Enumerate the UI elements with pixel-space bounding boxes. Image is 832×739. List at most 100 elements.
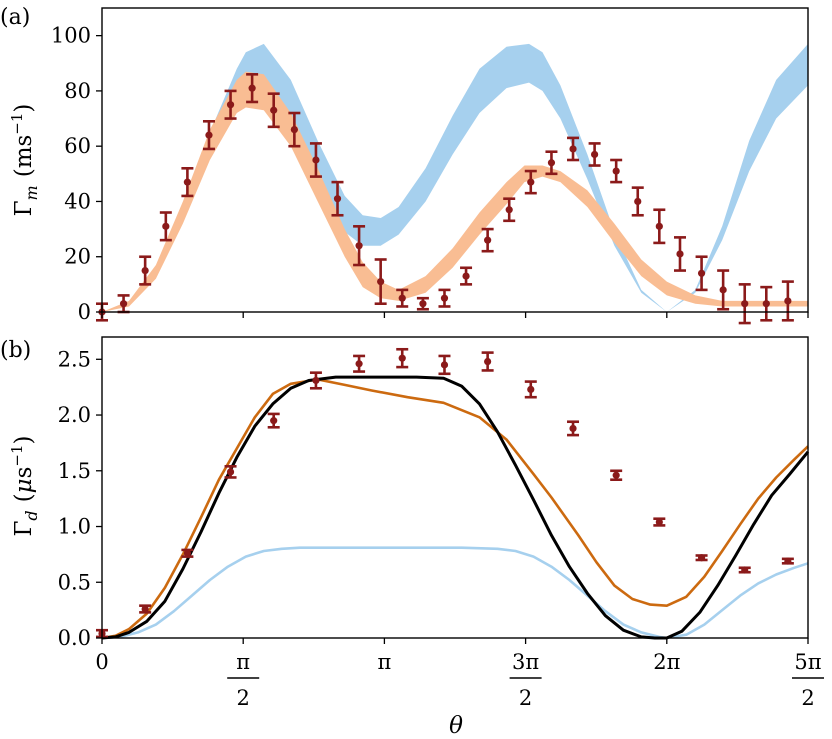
x-tick-fraction: 3π 2 bbox=[509, 650, 542, 710]
point-marker bbox=[419, 300, 427, 308]
x-tick-fraction: 5π 2 bbox=[792, 650, 824, 710]
point-marker bbox=[741, 566, 749, 574]
x-tick-numerator: π bbox=[236, 650, 250, 674]
data-point bbox=[695, 255, 708, 292]
panel-b-marks bbox=[96, 347, 810, 640]
data-point bbox=[416, 296, 429, 311]
x-tick-label: 2π bbox=[653, 650, 680, 674]
y-tick-label: 80 bbox=[64, 79, 91, 103]
data-point bbox=[545, 150, 558, 176]
point-marker bbox=[741, 300, 749, 308]
data-point bbox=[460, 266, 473, 286]
series-line-1 bbox=[101, 378, 809, 640]
point-marker bbox=[697, 269, 706, 277]
data-point bbox=[588, 142, 601, 167]
point-marker bbox=[312, 156, 320, 164]
data-point bbox=[438, 288, 451, 308]
data-point bbox=[224, 465, 237, 479]
point-marker bbox=[183, 178, 191, 186]
data-point bbox=[760, 285, 773, 322]
point-marker bbox=[248, 84, 256, 92]
panel-a-ticks: 0 20 40 60 80 100 bbox=[51, 24, 809, 324]
data-point bbox=[267, 92, 280, 129]
data-point bbox=[438, 354, 451, 376]
data-point bbox=[524, 169, 537, 195]
data-point bbox=[653, 517, 666, 527]
x-tick-fraction: π2 bbox=[227, 650, 260, 710]
point-marker bbox=[333, 195, 342, 203]
data-point bbox=[631, 186, 644, 217]
point-marker bbox=[398, 294, 406, 302]
point-marker bbox=[440, 294, 449, 302]
point-marker bbox=[377, 278, 385, 286]
data-point bbox=[524, 380, 537, 399]
data-point bbox=[738, 566, 751, 574]
x-tick-label: 0 bbox=[95, 650, 108, 674]
y-tick-label: 0.5 bbox=[58, 570, 91, 594]
data-point bbox=[331, 180, 344, 217]
point-marker bbox=[784, 557, 792, 565]
y-tick-label: 1.5 bbox=[58, 459, 91, 483]
point-marker bbox=[527, 178, 535, 186]
point-marker bbox=[634, 197, 642, 206]
panel-a: 0 20 40 60 80 100 (a) Γm(ms−1) bbox=[0, 5, 809, 325]
data-point bbox=[139, 255, 152, 286]
point-marker bbox=[655, 518, 663, 526]
data-point bbox=[267, 412, 280, 429]
series-line-0 bbox=[101, 546, 809, 640]
y-tick-label: 60 bbox=[64, 134, 91, 158]
y-tick-label: 100 bbox=[51, 24, 91, 48]
data-point bbox=[695, 554, 708, 562]
y-tick-label: 2.0 bbox=[58, 403, 91, 427]
point-marker bbox=[205, 131, 213, 139]
point-marker bbox=[655, 222, 663, 230]
point-marker bbox=[312, 376, 320, 385]
data-point bbox=[396, 347, 409, 369]
x-tick-label: π bbox=[377, 650, 391, 674]
panel-b-ylabel: Γd(μs−1) bbox=[8, 435, 41, 536]
point-marker bbox=[784, 297, 792, 305]
data-point bbox=[610, 158, 623, 184]
point-marker bbox=[119, 300, 128, 308]
point-marker bbox=[270, 417, 278, 425]
data-point bbox=[567, 420, 580, 437]
panel-a-ylabel: Γm(ms−1) bbox=[8, 104, 41, 217]
point-marker bbox=[183, 549, 191, 557]
point-marker bbox=[719, 286, 727, 294]
y-tick-label: 2.5 bbox=[58, 347, 91, 371]
y-tick-label: 0.0 bbox=[58, 626, 91, 650]
panel-a-bands bbox=[102, 43, 808, 313]
x-axis-label: θ bbox=[449, 713, 463, 739]
data-point bbox=[353, 354, 366, 373]
series-line-2 bbox=[101, 375, 810, 640]
point-marker bbox=[762, 300, 770, 308]
point-marker bbox=[547, 159, 556, 167]
point-marker bbox=[226, 468, 235, 476]
y-tick-label: 0 bbox=[78, 300, 91, 324]
point-marker bbox=[569, 145, 577, 153]
panel-b-label: (b) bbox=[0, 338, 31, 363]
data-point bbox=[396, 288, 409, 308]
data-point bbox=[181, 548, 194, 558]
point-marker bbox=[440, 361, 449, 369]
x-tick-denominator: 2 bbox=[801, 686, 814, 710]
data-point bbox=[738, 283, 751, 325]
point-marker bbox=[591, 150, 599, 159]
y-tick-label: 1.0 bbox=[58, 515, 91, 539]
data-point bbox=[246, 73, 259, 104]
x-tick-numerator: 3π bbox=[512, 650, 539, 674]
data-point bbox=[781, 557, 794, 565]
point-marker bbox=[676, 250, 684, 258]
data-point bbox=[503, 197, 516, 223]
point-marker bbox=[484, 357, 492, 366]
x-tick-denominator: 2 bbox=[237, 686, 250, 710]
data-point bbox=[610, 469, 623, 481]
panel-b-frame bbox=[101, 336, 809, 639]
y-tick-label: 40 bbox=[64, 189, 91, 213]
panel-a-marks bbox=[96, 73, 794, 325]
data-point bbox=[481, 227, 494, 253]
point-marker bbox=[462, 272, 470, 280]
data-point bbox=[224, 89, 237, 120]
